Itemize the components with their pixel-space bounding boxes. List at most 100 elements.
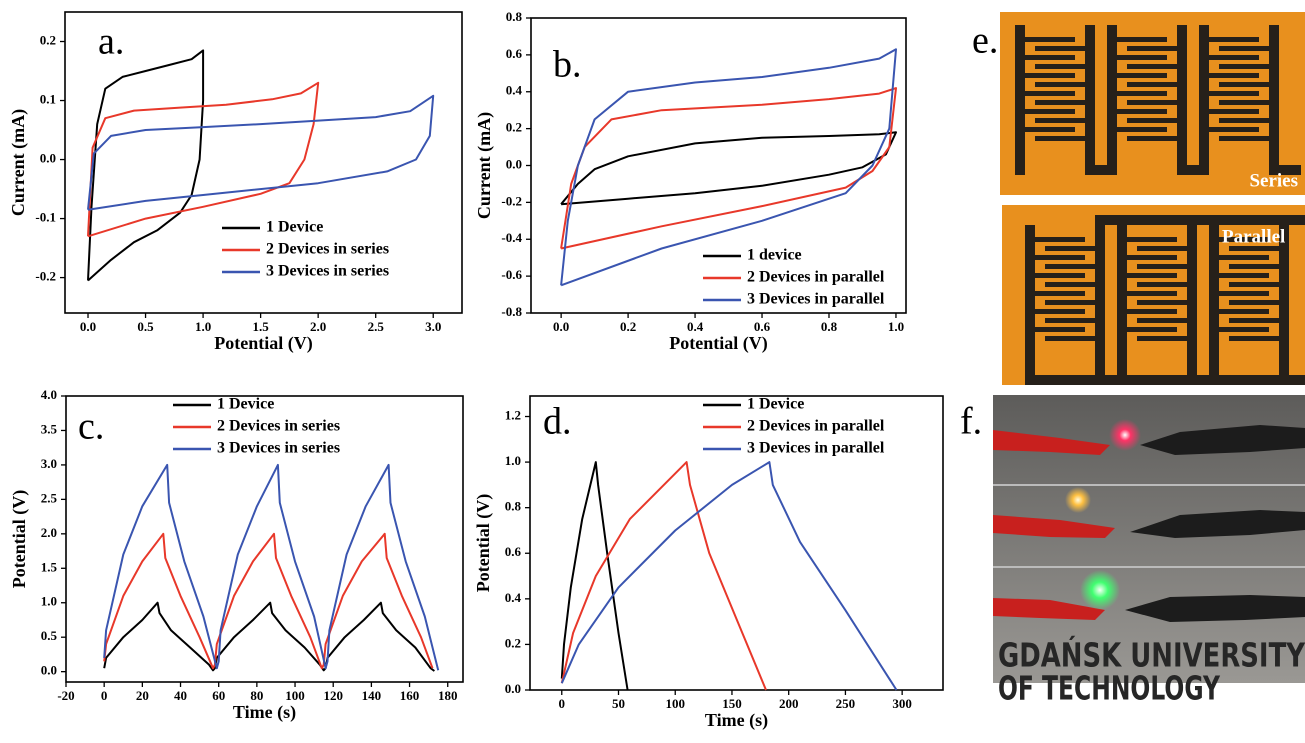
x-axis-label: Time (s) (705, 710, 768, 731)
finger (1127, 46, 1177, 51)
panel-label: c. (78, 406, 104, 448)
legend-label: 2 Devices in parallel (747, 418, 885, 435)
y-tick-label: 3.5 (41, 421, 58, 436)
x-tick-label: 80 (250, 688, 263, 703)
x-tick-label: 0.4 (687, 319, 704, 334)
y-tick-label: 0.2 (506, 120, 522, 135)
series-line (87, 81, 320, 238)
finger (1229, 264, 1279, 269)
series-line (560, 461, 629, 691)
series-line (87, 94, 435, 211)
panel-label: d. (543, 401, 572, 443)
x-tick-label: 40 (174, 688, 187, 703)
electrode (1117, 225, 1127, 375)
legend-label: 1 Device (266, 219, 323, 236)
legend-label: 1 device (747, 247, 802, 264)
y-tick-label: 2.0 (41, 525, 57, 540)
y-tick-label: -0.2 (501, 193, 522, 208)
x-tick-label: 50 (612, 696, 625, 711)
series-line (103, 601, 435, 672)
electrode (1107, 25, 1117, 175)
finger (1137, 318, 1187, 323)
y-tick-label: -0.4 (501, 230, 522, 245)
finger (1127, 327, 1177, 332)
chart: 0.0 0.2 0.4 0.6 0.8 1.0 -0.8 -0.6 -0.4 -0.2 0.0 0.2… (474, 9, 907, 354)
x-tick-label: 100 (665, 696, 685, 711)
finger (1025, 37, 1075, 42)
bus (1085, 165, 1117, 175)
finger (1219, 327, 1269, 332)
finger (1209, 109, 1259, 114)
finger (1137, 336, 1187, 341)
y-tick-label: 1.5 (41, 559, 58, 574)
y-tick-label: 0.6 (506, 46, 523, 61)
series-line (560, 461, 898, 691)
series-line (103, 463, 440, 671)
finger (1229, 318, 1279, 323)
y-tick-label: 0.6 (505, 544, 522, 559)
finger (1025, 127, 1075, 132)
finger (1035, 237, 1085, 242)
y-tick-label: 0.4 (506, 83, 523, 98)
y-tick-label: -0.6 (501, 267, 522, 282)
led-green (1080, 570, 1120, 610)
legend-label: 1 Device (747, 396, 804, 413)
y-tick-label: 0.2 (505, 635, 521, 650)
finger (1025, 91, 1075, 96)
y-tick-label: 0.2 (40, 32, 56, 47)
x-tick-label: 2.0 (310, 319, 326, 334)
x-tick-label: 100 (285, 688, 305, 703)
y-tick-label: -0.8 (501, 304, 522, 319)
x-tick-label: 1.5 (252, 319, 269, 334)
finger (1229, 246, 1279, 251)
series-line (103, 532, 434, 670)
finger (1219, 309, 1269, 314)
finger (1035, 100, 1085, 105)
finger (1117, 91, 1167, 96)
series-line (87, 49, 205, 282)
electrode (1209, 225, 1219, 375)
legend-label: 1 Device (217, 396, 274, 413)
finger (1045, 282, 1095, 287)
y-tick-label: 0.1 (40, 92, 56, 107)
finger (1229, 300, 1279, 305)
y-tick-label: 0.0 (41, 663, 57, 678)
finger (1035, 309, 1085, 314)
legend-label: 3 Devices in parallel (747, 291, 885, 308)
x-tick-label: 0.2 (620, 319, 636, 334)
finger (1035, 327, 1085, 332)
panel-label: f. (960, 401, 982, 443)
legend-label: 3 Devices in parallel (747, 440, 885, 457)
x-tick-label: 150 (722, 696, 742, 711)
photo-e: e. Series Parallel (972, 12, 1305, 385)
bus (1269, 165, 1301, 175)
chart: 0 50 100 150 200 250 300 0.0 0.2 0.4 0.6 0.8 1.0 1.2 T… (473, 395, 944, 731)
finger (1045, 246, 1095, 251)
finger (1127, 136, 1177, 141)
finger (1117, 127, 1167, 132)
finger (1127, 100, 1177, 105)
y-tick-label: 0.0 (40, 151, 56, 166)
panel-label: e. (972, 20, 998, 62)
finger (1025, 73, 1075, 78)
y-tick-label: 0.8 (506, 9, 523, 24)
x-tick-label: 1.0 (195, 319, 211, 334)
finger (1137, 300, 1187, 305)
led-yellow (1065, 487, 1091, 513)
charts: 0.0 0.5 1.0 1.5 2.0 2.5 3.0 -0.2 -0.1 0.0 0.1 0.2 Po… (8, 9, 944, 731)
finger (1229, 282, 1279, 287)
finger (1035, 118, 1085, 123)
finger (1127, 273, 1177, 278)
y-tick-label: 0.8 (505, 499, 522, 514)
y-tick-label: 3.0 (41, 456, 57, 471)
legend-label: 3 Devices in series (217, 440, 340, 457)
x-axis-label: Potential (V) (214, 333, 312, 354)
electrode (1199, 25, 1209, 175)
electrodes (1015, 25, 1301, 175)
electrodes (1025, 215, 1305, 385)
y-axis-label: Potential (V) (9, 490, 30, 588)
finger (1219, 64, 1269, 69)
x-tick-label: 300 (892, 696, 912, 711)
led-red (1109, 419, 1141, 451)
finger (1035, 64, 1085, 69)
